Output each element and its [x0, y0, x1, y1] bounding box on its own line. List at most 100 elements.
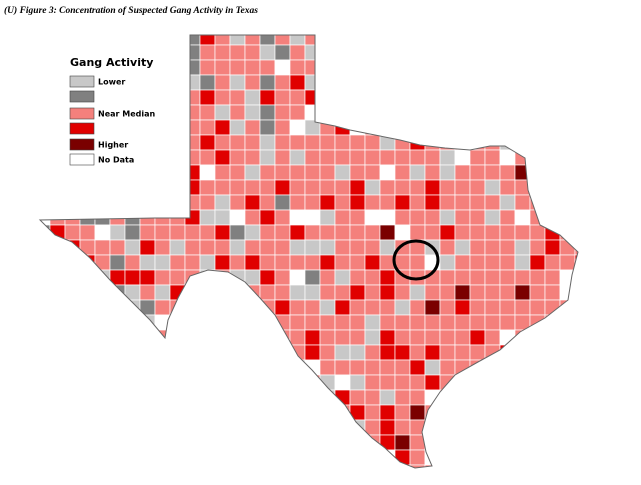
- county: [289, 269, 306, 286]
- county: [529, 74, 546, 91]
- county: [469, 104, 486, 121]
- county: [394, 179, 411, 196]
- county: [379, 329, 396, 346]
- county: [559, 329, 576, 346]
- county: [259, 44, 276, 61]
- county: [274, 89, 291, 106]
- county: [139, 284, 156, 301]
- county: [394, 389, 411, 406]
- county: [574, 119, 578, 136]
- county: [184, 179, 201, 196]
- county: [274, 449, 291, 466]
- county: [94, 239, 111, 256]
- highlight-circle: [392, 239, 440, 281]
- county: [304, 344, 321, 361]
- county: [544, 149, 561, 166]
- county: [304, 194, 321, 211]
- county: [334, 269, 351, 286]
- county: [94, 329, 111, 346]
- county: [394, 374, 411, 391]
- county: [40, 134, 51, 151]
- county: [184, 404, 201, 421]
- county: [319, 254, 336, 271]
- county: [514, 284, 531, 301]
- county: [289, 44, 306, 61]
- county: [124, 419, 141, 436]
- county: [574, 329, 578, 346]
- county: [349, 194, 366, 211]
- county: [424, 104, 441, 121]
- county: [154, 134, 171, 151]
- county: [199, 329, 216, 346]
- county: [274, 134, 291, 151]
- county: [289, 119, 306, 136]
- county: [199, 44, 216, 61]
- county: [304, 449, 321, 466]
- county: [139, 344, 156, 361]
- county: [334, 164, 351, 181]
- county: [544, 194, 561, 211]
- county: [154, 449, 171, 466]
- county: [574, 239, 578, 256]
- county: [229, 35, 246, 46]
- county: [304, 179, 321, 196]
- county: [169, 254, 186, 271]
- county: [544, 239, 561, 256]
- county: [484, 464, 501, 468]
- county: [574, 404, 578, 421]
- county: [124, 209, 141, 226]
- county: [40, 374, 51, 391]
- county: [229, 104, 246, 121]
- county: [349, 149, 366, 166]
- county: [394, 194, 411, 211]
- county: [214, 254, 231, 271]
- county: [334, 104, 351, 121]
- county: [124, 164, 141, 181]
- county: [304, 35, 321, 46]
- county: [274, 374, 291, 391]
- county: [64, 224, 81, 241]
- county: [274, 389, 291, 406]
- county: [49, 254, 66, 271]
- county: [364, 254, 381, 271]
- county: [514, 209, 531, 226]
- county: [49, 59, 66, 76]
- county: [559, 389, 576, 406]
- county: [349, 269, 366, 286]
- county: [364, 404, 381, 421]
- county: [574, 209, 578, 226]
- county: [439, 404, 456, 421]
- county: [169, 44, 186, 61]
- county: [364, 35, 381, 46]
- county: [469, 59, 486, 76]
- county: [574, 164, 578, 181]
- county: [469, 299, 486, 316]
- county: [229, 194, 246, 211]
- county: [454, 194, 471, 211]
- county: [229, 209, 246, 226]
- county: [229, 329, 246, 346]
- county: [64, 314, 81, 331]
- county: [244, 329, 261, 346]
- county: [139, 194, 156, 211]
- county: [559, 209, 576, 226]
- county: [184, 59, 201, 76]
- county: [409, 329, 426, 346]
- county: [274, 359, 291, 376]
- county: [49, 35, 66, 46]
- county: [379, 419, 396, 436]
- county: [469, 119, 486, 136]
- county: [484, 194, 501, 211]
- county: [199, 239, 216, 256]
- county: [514, 389, 531, 406]
- county: [379, 404, 396, 421]
- county: [334, 344, 351, 361]
- swatch-below-median: [69, 90, 95, 103]
- county: [199, 149, 216, 166]
- county: [274, 209, 291, 226]
- county: [379, 434, 396, 451]
- county: [49, 44, 66, 61]
- county: [169, 284, 186, 301]
- county: [514, 89, 531, 106]
- county: [169, 314, 186, 331]
